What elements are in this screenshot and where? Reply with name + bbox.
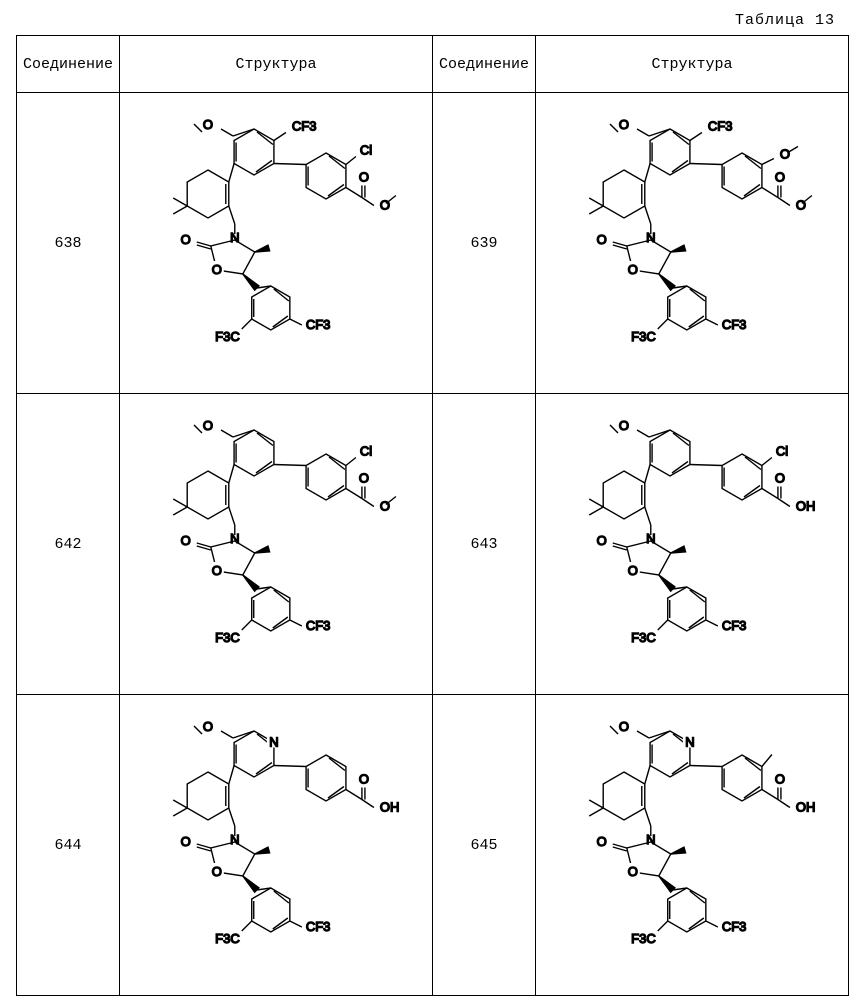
svg-text:O: O <box>775 170 785 185</box>
svg-text:Cl: Cl <box>360 143 372 158</box>
svg-text:O: O <box>203 719 213 734</box>
svg-text:CF3: CF3 <box>722 919 747 934</box>
table-row: 638OCF3ClOONOOCF3F3C639OCF3OOONOOCF3F3C <box>16 93 848 394</box>
svg-text:O: O <box>619 719 629 734</box>
svg-text:F3C: F3C <box>631 329 656 344</box>
structure-cell: OClOOHNOOCF3F3C <box>536 394 849 695</box>
table-row: 642OClOONOOCF3F3C643OClOOHNOOCF3F3C <box>16 394 848 695</box>
structure-cell: ONOOHNOOCF3F3C <box>120 695 433 996</box>
structure-diagram: OCF3OOONOOCF3F3C <box>542 104 842 382</box>
compound-id: 643 <box>433 394 536 695</box>
svg-text:O: O <box>203 418 213 433</box>
svg-text:O: O <box>796 198 806 213</box>
structure-cell: ONOOHNOOCF3F3C <box>536 695 849 996</box>
svg-text:O: O <box>628 864 638 879</box>
svg-text:Cl: Cl <box>776 444 788 459</box>
compound-id: 642 <box>16 394 119 695</box>
svg-text:O: O <box>359 471 369 486</box>
svg-text:Cl: Cl <box>360 444 372 459</box>
compound-id: 638 <box>16 93 119 394</box>
compound-id: 644 <box>16 695 119 996</box>
svg-text:O: O <box>775 772 785 787</box>
svg-text:O: O <box>619 418 629 433</box>
compound-id: 645 <box>433 695 536 996</box>
svg-text:O: O <box>181 533 191 548</box>
svg-text:CF3: CF3 <box>306 919 331 934</box>
svg-text:O: O <box>212 563 222 578</box>
svg-text:F3C: F3C <box>215 931 240 946</box>
svg-text:O: O <box>597 533 607 548</box>
svg-text:CF3: CF3 <box>722 618 747 633</box>
structure-diagram: ONOOHNOOCF3F3C <box>126 706 426 984</box>
svg-text:N: N <box>685 735 694 750</box>
header-compound-left: Соединение <box>16 36 119 93</box>
svg-text:OH: OH <box>796 499 816 514</box>
svg-text:F3C: F3C <box>215 329 240 344</box>
table-caption: Таблица 13 <box>12 12 853 29</box>
svg-text:O: O <box>380 198 390 213</box>
svg-text:O: O <box>597 834 607 849</box>
svg-text:CF3: CF3 <box>722 317 747 332</box>
structure-diagram: OClOONOOCF3F3C <box>126 405 426 683</box>
svg-text:F3C: F3C <box>631 931 656 946</box>
structure-diagram: ONOOHNOOCF3F3C <box>542 706 842 984</box>
svg-text:O: O <box>619 117 629 132</box>
svg-text:O: O <box>780 147 790 162</box>
header-structure-left: Структура <box>120 36 433 93</box>
svg-text:F3C: F3C <box>215 630 240 645</box>
structure-diagram: OClOOHNOOCF3F3C <box>542 405 842 683</box>
svg-text:O: O <box>359 170 369 185</box>
svg-text:O: O <box>203 117 213 132</box>
structure-cell: OClOONOOCF3F3C <box>120 394 433 695</box>
svg-text:O: O <box>359 772 369 787</box>
svg-text:OH: OH <box>796 800 816 815</box>
svg-text:O: O <box>628 563 638 578</box>
header-row: Соединение Структура Соединение Структур… <box>16 36 848 93</box>
svg-text:O: O <box>775 471 785 486</box>
structure-diagram: OCF3ClOONOOCF3F3C <box>126 104 426 382</box>
svg-text:CF3: CF3 <box>292 119 317 134</box>
svg-text:N: N <box>269 735 278 750</box>
svg-text:F3C: F3C <box>631 630 656 645</box>
svg-text:O: O <box>212 262 222 277</box>
compound-table: Соединение Структура Соединение Структур… <box>16 35 849 996</box>
table-row: 644ONOOHNOOCF3F3C645ONOOHNOOCF3F3C <box>16 695 848 996</box>
header-compound-right: Соединение <box>433 36 536 93</box>
svg-text:O: O <box>212 864 222 879</box>
svg-text:O: O <box>597 232 607 247</box>
header-structure-right: Структура <box>536 36 849 93</box>
svg-text:CF3: CF3 <box>306 317 331 332</box>
svg-text:CF3: CF3 <box>708 119 733 134</box>
svg-text:O: O <box>628 262 638 277</box>
svg-text:O: O <box>181 834 191 849</box>
structure-cell: OCF3ClOONOOCF3F3C <box>120 93 433 394</box>
structure-cell: OCF3OOONOOCF3F3C <box>536 93 849 394</box>
svg-text:O: O <box>380 499 390 514</box>
svg-text:CF3: CF3 <box>306 618 331 633</box>
svg-text:OH: OH <box>380 800 400 815</box>
compound-id: 639 <box>433 93 536 394</box>
svg-text:O: O <box>181 232 191 247</box>
